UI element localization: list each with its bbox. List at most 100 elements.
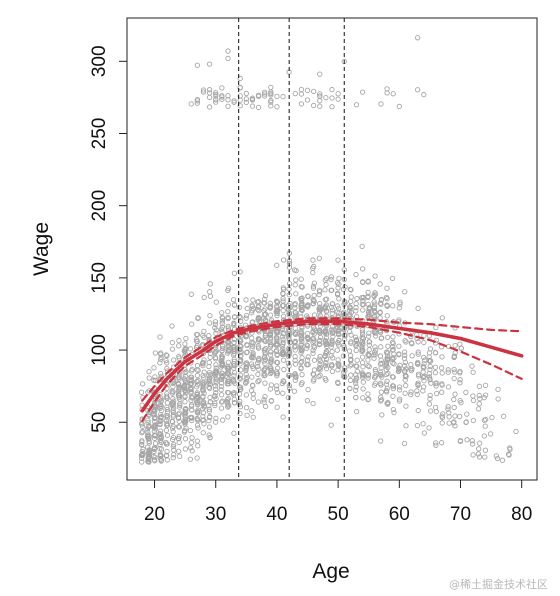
data-point	[311, 338, 317, 344]
data-point	[389, 275, 396, 282]
data-point	[427, 392, 433, 399]
data-point	[213, 90, 219, 96]
data-point	[389, 374, 396, 380]
data-point	[158, 398, 165, 404]
data-point	[176, 394, 182, 401]
data-point	[249, 302, 255, 308]
data-point	[347, 286, 354, 292]
data-point	[189, 407, 195, 413]
data-point	[152, 422, 159, 428]
x-tick-label: 30	[205, 504, 226, 525]
data-point	[267, 370, 274, 377]
data-point	[268, 97, 274, 104]
data-point	[187, 427, 194, 434]
data-point	[256, 315, 263, 321]
data-point	[470, 417, 477, 424]
data-point	[316, 287, 323, 294]
data-point	[244, 332, 250, 339]
data-point	[176, 384, 182, 390]
data-point	[335, 331, 342, 337]
data-point	[352, 387, 359, 393]
data-point	[334, 291, 341, 298]
data-point	[195, 425, 201, 431]
data-point	[499, 457, 506, 463]
data-point	[238, 314, 244, 321]
data-point	[206, 414, 213, 421]
data-point	[299, 355, 305, 361]
data-point	[420, 374, 426, 381]
data-point	[354, 357, 360, 363]
data-point	[157, 360, 163, 366]
data-point	[280, 93, 286, 100]
data-point	[231, 99, 237, 105]
watermark: @稀土掘金技术社区	[449, 578, 548, 591]
data-point	[219, 318, 226, 324]
data-point	[230, 376, 236, 382]
data-point	[248, 339, 255, 345]
data-point	[427, 377, 433, 383]
data-point	[377, 309, 383, 315]
data-point	[285, 394, 292, 401]
data-point	[255, 360, 261, 366]
data-point	[261, 300, 267, 306]
data-point	[427, 346, 434, 352]
data-point	[316, 306, 322, 312]
data-point	[310, 285, 317, 291]
data-point	[157, 391, 163, 397]
data-point	[451, 396, 457, 403]
data-point	[304, 343, 311, 349]
data-point	[183, 390, 189, 396]
data-point	[403, 423, 409, 429]
data-point	[329, 307, 336, 313]
data-point	[139, 381, 146, 387]
data-point	[200, 413, 206, 420]
data-point	[451, 366, 457, 373]
data-point	[250, 395, 256, 401]
data-point	[372, 366, 379, 373]
data-point	[157, 414, 164, 420]
data-point	[365, 294, 371, 301]
data-point	[200, 382, 206, 388]
data-point	[469, 441, 476, 447]
y-axis-title: Wage	[30, 222, 53, 276]
data-point	[158, 457, 165, 463]
data-point	[219, 320, 225, 327]
data-point	[293, 267, 299, 274]
data-point	[342, 367, 348, 374]
data-point	[475, 451, 482, 457]
y-tick-label: 300	[89, 45, 110, 77]
x-axis: 20 30 40 50 60 70 80	[144, 480, 532, 525]
data-point	[145, 424, 151, 430]
data-point	[377, 353, 384, 359]
data-point	[329, 327, 335, 334]
data-point	[415, 373, 422, 379]
data-point	[164, 395, 171, 401]
data-point	[225, 342, 231, 348]
data-point	[274, 383, 280, 389]
data-point	[513, 428, 519, 435]
data-point	[292, 353, 298, 360]
data-point	[415, 380, 421, 386]
y-axis: 50 100 150 200 250 300	[89, 45, 127, 433]
data-point	[139, 428, 146, 435]
data-point	[445, 384, 452, 390]
data-point	[359, 89, 366, 95]
data-point	[322, 277, 328, 283]
data-point	[433, 337, 440, 343]
data-point	[377, 281, 383, 287]
data-point	[194, 416, 201, 422]
data-point	[267, 329, 274, 335]
data-point	[218, 399, 225, 405]
data-point	[213, 369, 219, 376]
data-point	[476, 392, 482, 399]
data-point	[305, 303, 311, 309]
data-point	[383, 363, 389, 369]
data-point	[151, 412, 157, 418]
data-point	[139, 448, 145, 455]
data-point	[182, 388, 189, 394]
data-point	[213, 93, 219, 99]
data-point	[280, 331, 286, 337]
data-point	[470, 369, 476, 375]
data-point	[322, 353, 328, 360]
data-point	[194, 62, 201, 68]
